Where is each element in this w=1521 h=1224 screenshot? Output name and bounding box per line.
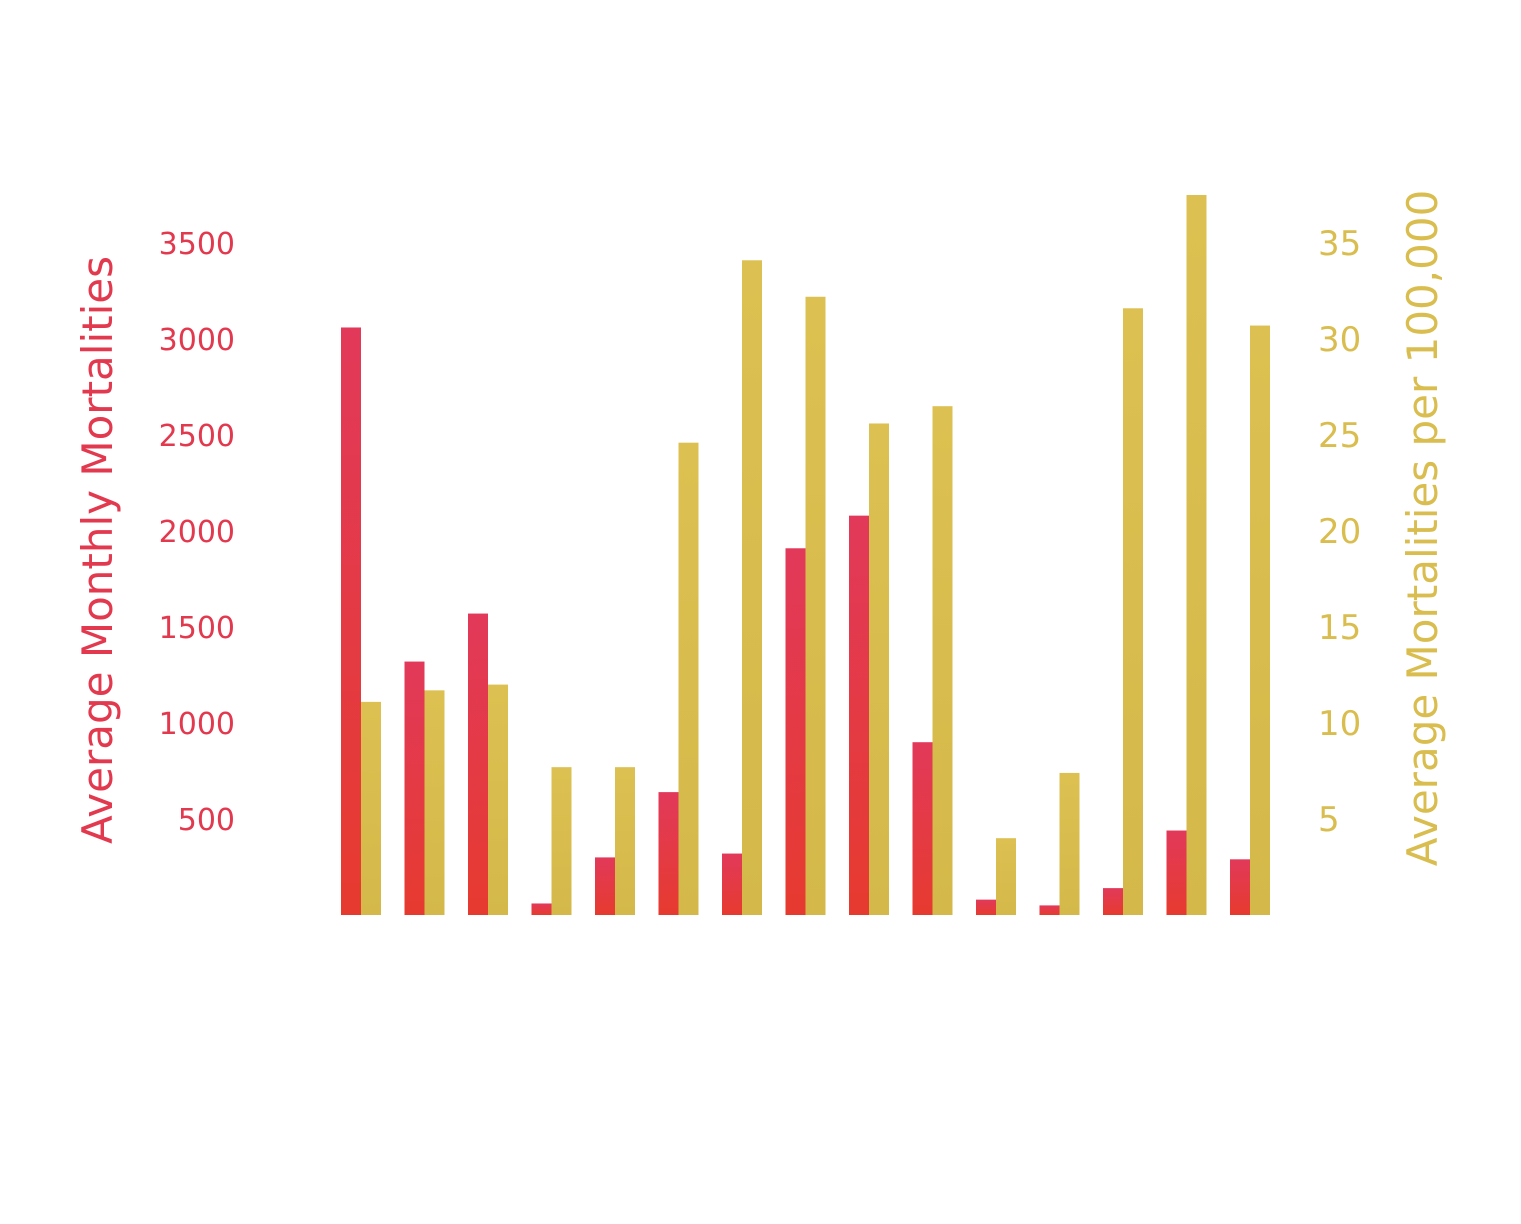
right-tick-label: 35 — [1318, 224, 1361, 264]
bar-mortalities-per-100k-13 — [1123, 308, 1143, 915]
bar-mortalities-per-100k-8 — [805, 296, 826, 915]
right-tick-label: 20 — [1318, 512, 1361, 552]
left-tick-label: 500 — [178, 803, 235, 838]
right-tick-label: 10 — [1318, 704, 1361, 744]
bar-monthly-mortalities-9 — [849, 515, 869, 915]
right-axis-title: Average Mortalities per 100,000 — [1398, 190, 1447, 867]
right-axis-ticks: 5 10 15 20 25 30 35 — [1318, 224, 1361, 840]
bar-mortalities-per-100k-10 — [932, 406, 953, 915]
right-tick-label: 5 — [1318, 800, 1340, 840]
left-axis-ticks: 500 1000 1500 2000 2500 3000 3500 — [159, 227, 235, 838]
bar-mortalities-per-100k-4 — [551, 767, 572, 915]
bar-mortalities-per-100k-14 — [1186, 195, 1207, 915]
bar-monthly-mortalities-12 — [1039, 905, 1060, 915]
bar-monthly-mortalities-1 — [341, 327, 361, 916]
right-tick-label: 25 — [1318, 416, 1361, 456]
bar-monthly-mortalities-14 — [1166, 830, 1187, 915]
bar-mortalities-per-100k-12 — [1059, 772, 1080, 915]
bar-monthly-mortalities-13 — [1103, 888, 1123, 915]
bar-monthly-mortalities-7 — [722, 853, 742, 915]
bar-mortalities-per-100k-5 — [615, 767, 635, 915]
bars-group — [341, 195, 1270, 916]
bar-mortalities-per-100k-7 — [742, 260, 762, 915]
bar-monthly-mortalities-6 — [658, 792, 679, 915]
left-tick-label: 1000 — [159, 707, 235, 742]
left-tick-label: 3000 — [159, 323, 235, 358]
bar-mortalities-per-100k-15 — [1250, 325, 1270, 915]
bar-monthly-mortalities-3 — [468, 613, 488, 915]
bar-mortalities-per-100k-1 — [361, 701, 381, 915]
bar-monthly-mortalities-15 — [1230, 859, 1250, 915]
bar-mortalities-per-100k-2 — [424, 690, 445, 915]
right-tick-label: 30 — [1318, 320, 1361, 360]
bar-mortalities-per-100k-6 — [678, 442, 699, 915]
left-axis-title: Average Monthly Mortalities — [73, 256, 122, 844]
bar-monthly-mortalities-11 — [976, 899, 996, 915]
bar-monthly-mortalities-2 — [404, 661, 425, 915]
left-tick-label: 3500 — [159, 227, 235, 262]
left-tick-label: 1500 — [159, 611, 235, 646]
bar-mortalities-per-100k-11 — [996, 838, 1016, 915]
bar-mortalities-per-100k-9 — [869, 423, 889, 915]
left-tick-label: 2500 — [159, 419, 235, 454]
left-tick-label: 2000 — [159, 515, 235, 550]
bar-monthly-mortalities-8 — [785, 548, 806, 915]
bar-monthly-mortalities-4 — [531, 903, 552, 915]
bar-monthly-mortalities-10 — [912, 742, 933, 915]
bar-mortalities-per-100k-3 — [488, 684, 508, 915]
bar-monthly-mortalities-5 — [595, 857, 615, 915]
right-tick-label: 15 — [1318, 608, 1361, 648]
